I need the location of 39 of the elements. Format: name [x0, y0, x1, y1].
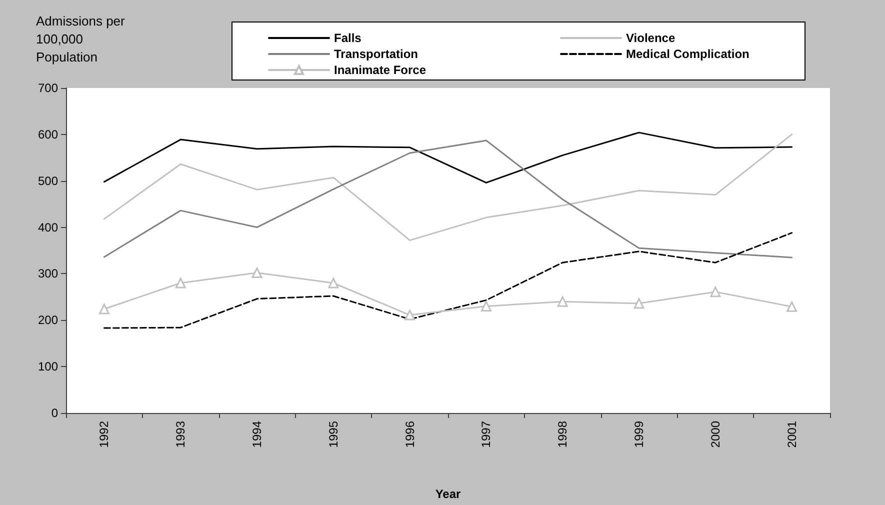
- point: [404, 310, 416, 320]
- x-tick-label: 1995: [326, 420, 340, 448]
- x-tick-label: 1997: [479, 420, 494, 448]
- x-tick-label: 2001: [784, 420, 799, 448]
- line-series: [103, 140, 793, 258]
- legend-label: Inanimate Force: [334, 63, 426, 77]
- y-tick-label: 500: [38, 174, 58, 188]
- line-series: [103, 232, 793, 329]
- x-tick-label: 1999: [632, 420, 646, 448]
- y-tick-label: 300: [38, 266, 58, 281]
- line-series: [103, 134, 793, 242]
- legend-label: Falls: [334, 31, 362, 45]
- point: [786, 301, 798, 312]
- point: [98, 304, 110, 314]
- point: [634, 298, 644, 309]
- y-tick-label: 600: [38, 127, 58, 142]
- x-tick-label: 2000: [708, 420, 722, 448]
- point: [480, 300, 492, 312]
- legend-label: Medical Complication: [626, 47, 750, 61]
- point: [328, 278, 339, 288]
- x-tick-label: 1996: [402, 420, 417, 448]
- x-tick-label: 1992: [97, 420, 112, 448]
- x-axis-title: Year: [435, 487, 462, 501]
- point: [557, 296, 568, 307]
- y-tick-label: 100: [38, 360, 58, 374]
- point: [175, 278, 186, 288]
- y-axis-title: Admissions per 100,000 Population: [36, 14, 128, 64]
- x-tick-label: 1998: [556, 420, 570, 448]
- point: [252, 268, 262, 278]
- y-tick-label: 200: [38, 313, 58, 328]
- legend-label: Violence: [626, 31, 676, 45]
- y-tick-label: 400: [38, 220, 58, 234]
- point: [710, 286, 721, 298]
- y-tick-label: 0: [51, 406, 58, 420]
- x-tick-label: 1993: [174, 420, 188, 448]
- x-tick-label: 1994: [250, 420, 264, 448]
- legend-label: Transportation: [334, 47, 418, 61]
- y-tick-label: 700: [38, 81, 58, 95]
- line-series: [103, 132, 793, 184]
